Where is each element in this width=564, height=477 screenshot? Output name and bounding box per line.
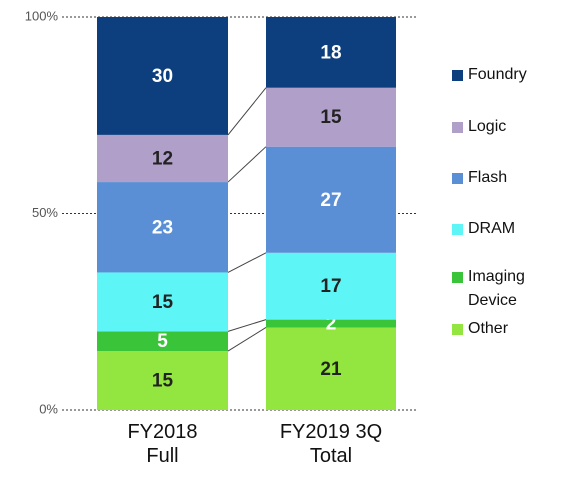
series-line bbox=[227, 146, 267, 183]
legend-swatch bbox=[452, 272, 463, 283]
data-label: 18 bbox=[320, 42, 341, 63]
data-label: 15 bbox=[320, 107, 342, 128]
data-label: 12 bbox=[152, 148, 173, 169]
legend-item: DRAM bbox=[452, 220, 548, 241]
data-label: 21 bbox=[320, 359, 342, 380]
legend-label: Foundry bbox=[468, 66, 527, 83]
data-label: 30 bbox=[152, 66, 173, 87]
data-label: 17 bbox=[320, 276, 341, 297]
bar-segment bbox=[97, 134, 228, 183]
legend-label: Logic bbox=[468, 118, 507, 135]
bar-segment bbox=[266, 146, 396, 253]
legend-label: Other bbox=[468, 320, 509, 337]
series-line bbox=[227, 327, 267, 352]
bar-segment bbox=[97, 17, 228, 135]
bar-segment bbox=[97, 351, 228, 410]
legend-item: Foundry bbox=[452, 66, 548, 87]
bar-segment bbox=[266, 319, 396, 328]
bar-segment bbox=[97, 331, 228, 352]
y-tick-label: 100% bbox=[25, 8, 59, 23]
legend-swatch bbox=[452, 324, 463, 335]
series-line bbox=[227, 252, 267, 273]
legend-item: Logic bbox=[452, 118, 548, 139]
y-tick-label: 50% bbox=[32, 205, 58, 220]
data-label: 2 bbox=[326, 314, 337, 335]
legend-swatch bbox=[452, 173, 463, 184]
bar-segment bbox=[266, 252, 396, 320]
legend-item: Flash bbox=[452, 169, 548, 190]
legend-swatch bbox=[452, 70, 463, 81]
bar-segment bbox=[97, 182, 228, 273]
series-line bbox=[227, 319, 267, 332]
legend-label: DRAM bbox=[468, 220, 516, 237]
bar-segment bbox=[97, 272, 228, 332]
y-tick-label: 0% bbox=[39, 401, 58, 416]
legend-item: Other bbox=[452, 320, 548, 341]
legend-swatch bbox=[452, 122, 463, 133]
data-label: 5 bbox=[157, 331, 168, 352]
data-label: 15 bbox=[152, 292, 174, 313]
bar-segment bbox=[266, 17, 396, 88]
legend-item: Imaging Device bbox=[452, 268, 548, 313]
data-label: 27 bbox=[320, 190, 341, 211]
legend-label: Imaging Device bbox=[468, 268, 525, 309]
x-tick-label: FY2019 3Q Total bbox=[279, 421, 383, 467]
data-label: 15 bbox=[152, 371, 174, 392]
bar-segment bbox=[266, 327, 396, 410]
x-tick-label: FY2018 Full bbox=[127, 421, 198, 467]
legend-swatch bbox=[452, 224, 463, 235]
legend-label: Flash bbox=[468, 169, 508, 186]
series-line bbox=[227, 87, 267, 136]
data-label: 23 bbox=[152, 217, 173, 238]
bar-segment bbox=[266, 87, 396, 147]
